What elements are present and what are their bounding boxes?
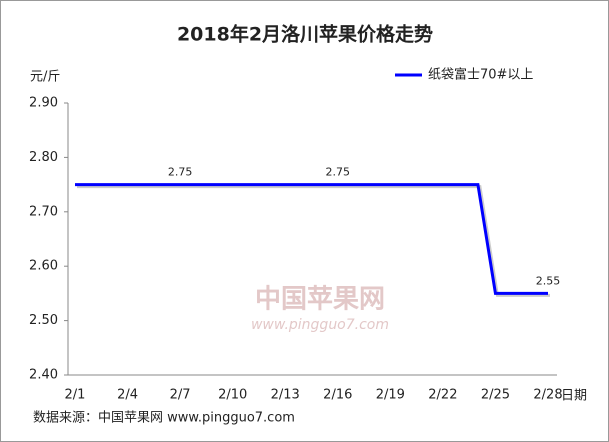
- watermark-url: www.pingguo7.com: [251, 317, 389, 333]
- x-tick-label: 2/22: [428, 388, 457, 403]
- data-label: 2.75: [168, 166, 193, 179]
- x-tick-label: 2/10: [218, 388, 247, 403]
- y-tick-label: 2.50: [29, 313, 58, 328]
- source: 数据来源：中国苹果网 www.pingguo7.com: [33, 411, 295, 426]
- data-label: 2.75: [326, 166, 351, 179]
- line: [75, 183, 548, 295]
- x-tick-label: 2/16: [323, 388, 352, 403]
- y-tick-label: 2.40: [29, 368, 58, 383]
- x-tick-label: 2/1: [65, 388, 86, 403]
- y-tick-label: 2.80: [29, 150, 58, 165]
- y-tick-label: 2.90: [29, 96, 58, 111]
- x-tick-label: 2/13: [271, 388, 300, 403]
- y-axis-label: 元/斤: [30, 70, 60, 85]
- x-tick-label: 2/4: [117, 388, 138, 403]
- legend-label: 纸袋富士70#以上: [428, 67, 533, 83]
- y-tick-label: 2.60: [29, 259, 58, 274]
- x-tick-label: 2/7: [170, 388, 191, 403]
- x-tick-label: 2/28: [533, 388, 562, 403]
- watermark: 中国苹果网: [255, 285, 385, 315]
- line-shadow: [77, 185, 550, 297]
- y-tick-label: 2.70: [29, 204, 58, 219]
- x-tick-label: 2/19: [376, 388, 405, 403]
- x-tick-label: 2/25: [481, 388, 510, 403]
- data-label: 2.55: [536, 274, 561, 287]
- chart-title: 2018年2月洛川苹果价格走势: [177, 23, 433, 46]
- x-axis-label: 日期: [561, 389, 587, 404]
